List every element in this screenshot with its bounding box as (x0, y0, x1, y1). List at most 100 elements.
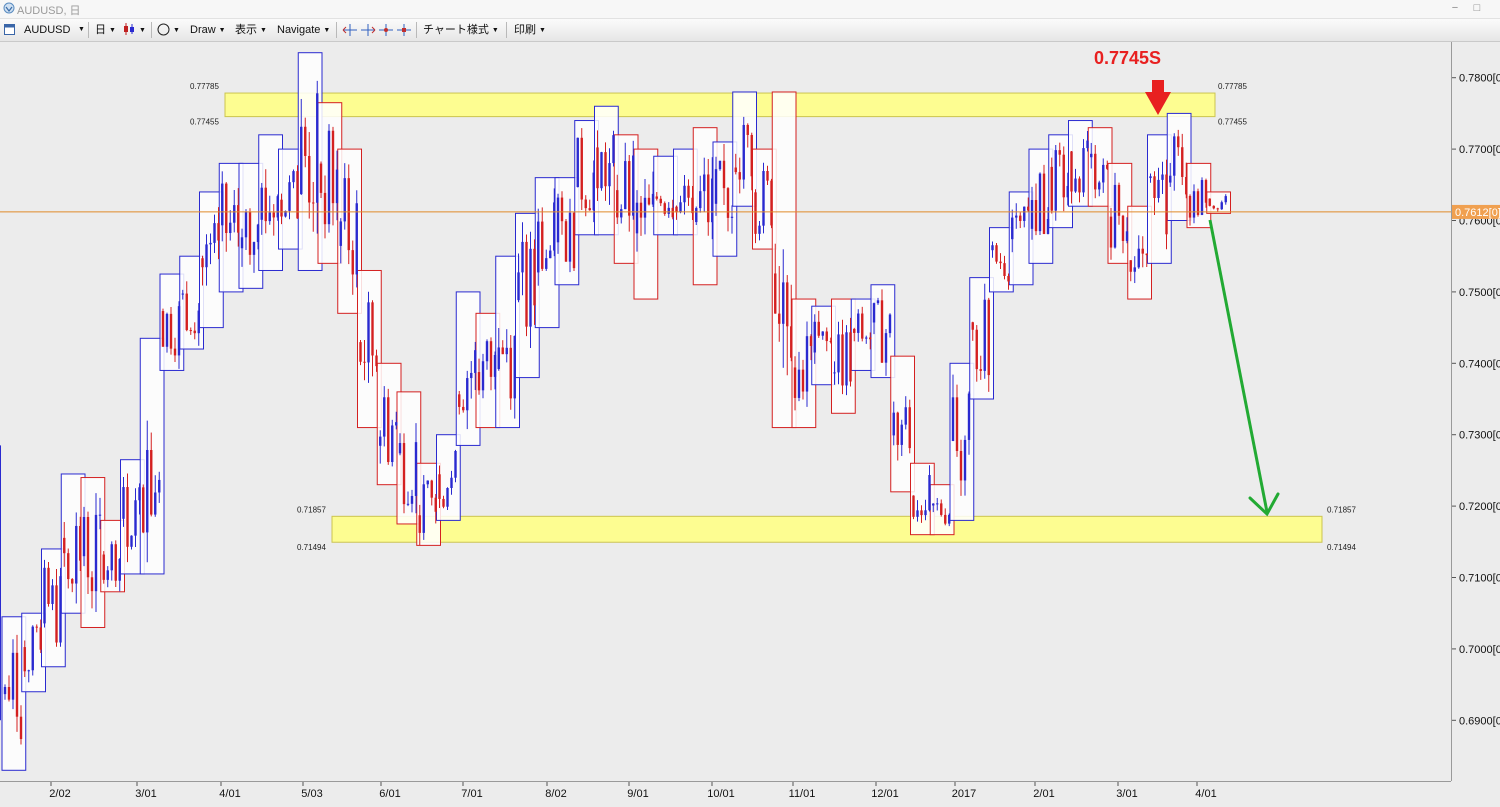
chevron-down-icon: ▼ (78, 26, 85, 33)
candle-body (1165, 174, 1168, 235)
candle-body (888, 314, 892, 334)
candle-body (414, 442, 418, 496)
candle-body (813, 321, 816, 353)
candle-body (418, 515, 421, 533)
candle-body (1019, 215, 1022, 221)
candle-body (1113, 184, 1117, 248)
candle-body (991, 245, 994, 251)
candle-body (778, 313, 781, 324)
chart-canvas[interactable]: 0.77785 0.77455 0.77785 0.77455 0.71857 0.714… (0, 42, 1451, 781)
candle-body (146, 450, 149, 533)
candle-body (225, 183, 228, 234)
candle-body (734, 167, 737, 173)
candle-body (1212, 205, 1215, 209)
print-menu[interactable]: 印刷 ▼ (514, 22, 546, 38)
candle-body (782, 282, 785, 324)
window-title: AUDUSD, 日 (17, 5, 81, 17)
zoom-in-icon[interactable] (342, 23, 358, 37)
date-tick-label: 3/01 (1116, 788, 1137, 800)
candle-body (556, 197, 560, 243)
candle-body (122, 487, 125, 519)
candle-body (323, 192, 327, 225)
candle-body (94, 514, 98, 592)
candle-body (197, 310, 200, 334)
candle-body (612, 135, 615, 164)
symbol-label: AUDUSD (24, 24, 71, 36)
app-logo-icon (3, 2, 15, 14)
candle-body (1216, 208, 1219, 210)
candle-body (837, 334, 840, 373)
candle-body (912, 495, 915, 517)
timeframe-dropdown[interactable]: 日 ▼ (95, 22, 116, 38)
symbol-selector[interactable]: AUDUSD ▼ (4, 22, 86, 37)
maximize-button[interactable]: □ (1473, 2, 1481, 14)
candle-body (620, 209, 623, 218)
candle-body (114, 544, 117, 581)
candle-body (521, 241, 524, 273)
candle-body (1145, 253, 1148, 256)
candle-body (758, 225, 761, 234)
window-titlebar: AUDUSD, 日 − □ (0, 0, 1500, 19)
price-chart[interactable]: 0.77785 0.77455 0.77785 0.77455 0.71857 0.714… (0, 42, 1452, 781)
candle-body (568, 212, 572, 262)
candle-body (63, 537, 66, 554)
candle-body (422, 484, 425, 533)
candle-body (1129, 260, 1132, 272)
date-axis-canvas[interactable]: 2/02 3/01 4/01 5/03 6/01 7/01 8/02 9/01 10/01 11/… (0, 782, 1451, 802)
candle-body (940, 503, 943, 515)
scroll-right-icon[interactable] (396, 23, 412, 37)
candle-body (1169, 175, 1172, 183)
candle-body (667, 207, 670, 214)
candle-body (161, 311, 165, 347)
candle-body (675, 206, 678, 213)
minimize-button[interactable]: − (1451, 2, 1459, 14)
candle-body (1042, 173, 1046, 234)
price-axis[interactable]: 0.7800[0]0.7700[0]0.7600[0]0.7500[0]0.74… (1452, 42, 1500, 781)
chart-window-icon (4, 24, 15, 35)
candle-body (774, 273, 777, 314)
candle-body (793, 367, 797, 398)
candle-body (19, 716, 23, 740)
candle-body (643, 197, 647, 218)
shape-dropdown[interactable]: ▼ (157, 22, 180, 38)
candle-body (1007, 275, 1010, 282)
candle-body (592, 172, 595, 211)
candle-body (402, 443, 406, 505)
candle-body (39, 627, 42, 650)
candle-body (722, 160, 726, 189)
date-tick-label: 8/02 (545, 788, 566, 800)
candle-body (434, 497, 437, 512)
sell-arrow-icon (1145, 80, 1171, 115)
candle-body (659, 198, 662, 204)
candle-body (454, 450, 457, 478)
candle-body (1149, 176, 1152, 179)
candle-body (379, 436, 382, 446)
candle-body (951, 397, 955, 441)
candle-body (707, 174, 710, 223)
navigate-menu[interactable]: Navigate ▼ (277, 22, 330, 38)
candle-body (845, 332, 848, 386)
zoom-out-icon[interactable] (360, 23, 376, 37)
draw-menu[interactable]: Draw ▼ (190, 22, 226, 38)
resistance-bottom-label-right: 0.77455 (1218, 118, 1247, 127)
price-tick-label: 0.7300[0] (1459, 430, 1500, 442)
current-price-label: 0.7612[0] (1455, 207, 1500, 219)
candlestick-icon (124, 23, 134, 35)
date-axis[interactable]: 2/02 3/01 4/01 5/03 6/01 7/01 8/02 9/01 10/01 11/… (0, 781, 1451, 802)
candle-body (319, 163, 323, 193)
candle-body (86, 516, 90, 578)
candle-body (580, 137, 583, 200)
scroll-left-icon[interactable] (378, 23, 394, 37)
candle-body (280, 199, 283, 217)
candle-body (395, 422, 398, 426)
projection-arrow-line (1208, 219, 1269, 513)
candle-body (975, 329, 978, 370)
chart-style-menu[interactable]: チャート様式 ▼ (423, 22, 499, 38)
candle-body (797, 369, 801, 398)
candle-body (904, 407, 907, 425)
candle-body (999, 261, 1002, 264)
display-menu[interactable]: 表示 ▼ (235, 22, 267, 38)
support-zone (331, 515, 1323, 543)
chart-type-dropdown[interactable]: ▼ (122, 22, 146, 38)
price-axis-canvas[interactable]: 0.7800[0]0.7700[0]0.7600[0]0.7500[0]0.74… (1452, 42, 1500, 781)
